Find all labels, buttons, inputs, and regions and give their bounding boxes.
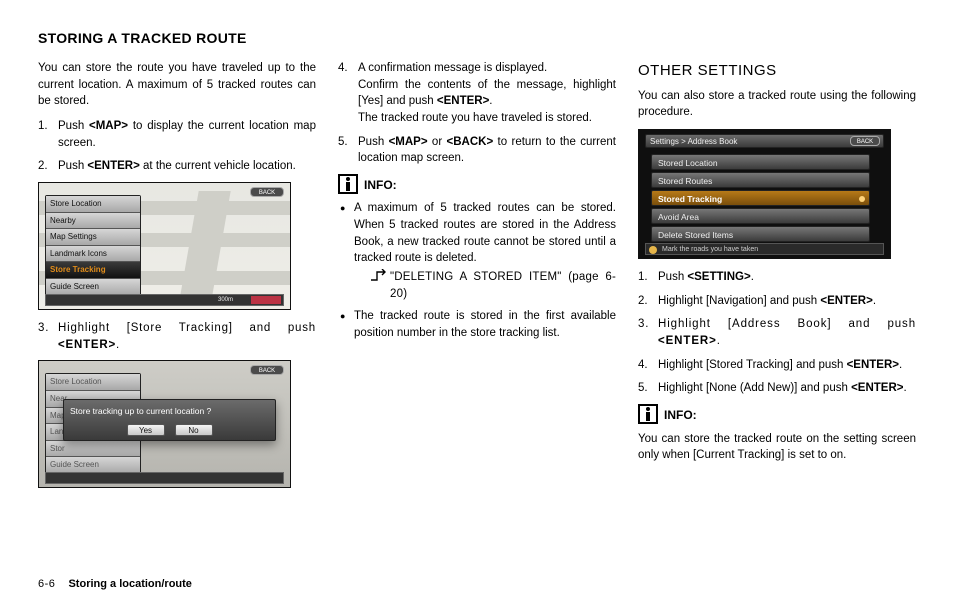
bullet-max-routes: A maximum of 5 tracked routes can be sto… — [338, 200, 616, 302]
enter-key: <ENTER> — [58, 339, 116, 351]
item-delete-stored[interactable]: Delete Stored Items — [651, 226, 870, 242]
breadcrumb-bar: Settings > Address Book — [645, 134, 884, 148]
procedure-step-3: Highlight [Store Tracking] and push <ENT… — [38, 320, 316, 353]
intro-paragraph: You can store the route you have travele… — [38, 60, 316, 110]
other-settings-steps: Push <SETTING>. Highlight [Navigation] a… — [638, 269, 916, 397]
settings-list: Stored Location Stored Routes Stored Tra… — [651, 154, 870, 244]
step-3: Highlight [Store Tracking] and push <ENT… — [38, 320, 316, 353]
three-column-layout: You can store the route you have travele… — [38, 60, 916, 498]
hint-bar: Mark the roads you have taken — [645, 243, 884, 255]
info-icon — [338, 174, 358, 194]
column-1: You can store the route you have travele… — [38, 60, 316, 498]
info-label: INFO: — [664, 404, 697, 424]
info-label: INFO: — [364, 174, 397, 194]
column-2: A confirmation message is displayed. Con… — [338, 60, 616, 498]
item-stored-routes[interactable]: Stored Routes — [651, 172, 870, 188]
status-badge — [251, 296, 281, 304]
screenshot-map-menu: BACK Store Location Nearby Map Settings … — [38, 182, 291, 310]
menu-store-location[interactable]: Store Location — [46, 196, 140, 213]
cross-reference: "DELETING A STORED ITEM" (page 6-20) — [354, 269, 616, 302]
os-step-5: Highlight [None (Add New)] and push <ENT… — [638, 380, 916, 397]
footer-title: Storing a location/route — [68, 578, 191, 590]
step-5: Push <MAP> or <BACK> to return to the cu… — [338, 134, 616, 167]
column-3: OTHER SETTINGS You can also store a trac… — [638, 60, 916, 498]
other-settings-intro: You can also store a tracked route using… — [638, 88, 916, 121]
item-stored-location[interactable]: Stored Location — [651, 154, 870, 170]
menu-nearby[interactable]: Nearby — [46, 213, 140, 230]
page-number: 6-6 — [38, 578, 55, 590]
map-scale: 300m — [218, 296, 233, 305]
status-bar: 300m — [45, 294, 284, 306]
status-bar — [45, 472, 284, 484]
menu-landmark-icons[interactable]: Landmark Icons — [46, 246, 140, 263]
os-step-4: Highlight [Stored Tracking] and push <EN… — [638, 357, 916, 374]
map-key: <MAP> — [89, 120, 128, 132]
procedure-steps-part-b: A confirmation message is displayed. Con… — [338, 60, 616, 167]
back-button[interactable]: BACK — [850, 136, 880, 146]
yes-button[interactable]: Yes — [127, 424, 165, 436]
step-2: Push <ENTER> at the current vehicle loca… — [38, 158, 316, 175]
info-icon — [638, 404, 658, 424]
os-step-3: Highlight [Address Book] and push <ENTER… — [638, 316, 916, 349]
info-block: INFO: — [638, 404, 916, 424]
section-heading: STORING A TRACKED ROUTE — [38, 30, 916, 46]
enter-key: <ENTER> — [847, 359, 899, 371]
menu-map-settings[interactable]: Map Settings — [46, 229, 140, 246]
screenshot-settings-address-book: Settings > Address Book BACK Stored Loca… — [638, 129, 891, 259]
os-step-2: Highlight [Navigation] and push <ENTER>. — [638, 293, 916, 310]
info-bullets: A maximum of 5 tracked routes can be sto… — [338, 200, 616, 341]
other-settings-heading: OTHER SETTINGS — [638, 60, 916, 82]
side-menu-panel: Store Location Nearby Map Settings Landm… — [45, 195, 141, 297]
enter-key: <ENTER> — [658, 335, 717, 347]
info-block: INFO: — [338, 174, 616, 194]
procedure-steps-part-a: Push <MAP> to display the current locati… — [38, 118, 316, 175]
enter-key: <ENTER> — [87, 160, 139, 172]
back-button[interactable]: BACK — [250, 187, 284, 197]
page-footer: 6-6 Storing a location/route — [38, 578, 192, 590]
screenshot-confirm-dialog: BACK Store Location Near Map Land Stor G… — [38, 360, 291, 488]
page-ref-icon — [370, 269, 390, 302]
setting-key: <SETTING> — [687, 271, 750, 283]
dialog-message: Store tracking up to current location ? — [70, 406, 269, 418]
enter-key: <ENTER> — [820, 295, 872, 307]
no-button[interactable]: No — [175, 424, 213, 436]
os-step-1: Push <SETTING>. — [638, 269, 916, 286]
enter-key: <ENTER> — [437, 95, 489, 107]
breadcrumb-text: Settings > Address Book — [650, 137, 737, 146]
menu-store-tracking[interactable]: Store Tracking — [46, 262, 140, 279]
map-key: <MAP> — [389, 136, 428, 148]
manual-page: STORING A TRACKED ROUTE You can store th… — [0, 0, 954, 608]
confirmation-dialog: Store tracking up to current location ? … — [63, 399, 276, 441]
item-stored-tracking[interactable]: Stored Tracking — [651, 190, 870, 206]
item-avoid-area[interactable]: Avoid Area — [651, 208, 870, 224]
step-1: Push <MAP> to display the current locati… — [38, 118, 316, 151]
back-button[interactable]: BACK — [250, 365, 284, 375]
info-body: You can store the tracked route on the s… — [638, 431, 916, 464]
enter-key: <ENTER> — [851, 382, 903, 394]
back-key: <BACK> — [447, 136, 494, 148]
bullet-position-number: The tracked route is stored in the first… — [338, 308, 616, 341]
step-4: A confirmation message is displayed. Con… — [338, 60, 616, 127]
